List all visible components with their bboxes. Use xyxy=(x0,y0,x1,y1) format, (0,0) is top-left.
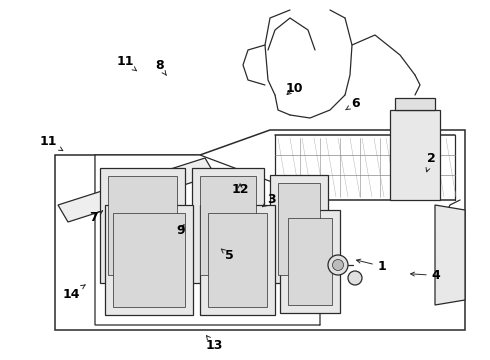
Text: 5: 5 xyxy=(221,249,234,262)
Polygon shape xyxy=(113,213,185,307)
Polygon shape xyxy=(208,213,267,307)
Polygon shape xyxy=(95,155,320,325)
Polygon shape xyxy=(395,98,435,110)
Polygon shape xyxy=(390,110,440,200)
Polygon shape xyxy=(435,205,465,305)
Circle shape xyxy=(348,271,362,285)
Text: 6: 6 xyxy=(346,97,360,110)
Text: 9: 9 xyxy=(176,224,185,237)
Polygon shape xyxy=(200,176,256,275)
Text: 8: 8 xyxy=(155,59,166,75)
Text: 1: 1 xyxy=(357,259,387,273)
Text: 4: 4 xyxy=(411,269,441,282)
Text: 10: 10 xyxy=(285,82,303,95)
Text: 11: 11 xyxy=(39,135,63,150)
Text: 13: 13 xyxy=(206,336,223,352)
Polygon shape xyxy=(278,183,320,275)
Text: 14: 14 xyxy=(62,285,85,301)
Text: 3: 3 xyxy=(263,193,276,207)
Text: 7: 7 xyxy=(89,211,102,224)
Polygon shape xyxy=(55,130,465,330)
Text: 12: 12 xyxy=(231,183,249,195)
Polygon shape xyxy=(270,175,328,283)
Circle shape xyxy=(333,260,343,270)
Polygon shape xyxy=(280,210,340,313)
Polygon shape xyxy=(105,205,193,315)
Polygon shape xyxy=(288,218,332,305)
Polygon shape xyxy=(200,205,275,315)
Polygon shape xyxy=(108,176,177,275)
Polygon shape xyxy=(100,168,185,283)
Polygon shape xyxy=(58,158,215,222)
Text: 2: 2 xyxy=(426,152,436,172)
Polygon shape xyxy=(192,168,264,283)
Text: 11: 11 xyxy=(116,55,137,71)
Circle shape xyxy=(328,255,348,275)
Text: PONTIAC: PONTIAC xyxy=(121,178,155,194)
